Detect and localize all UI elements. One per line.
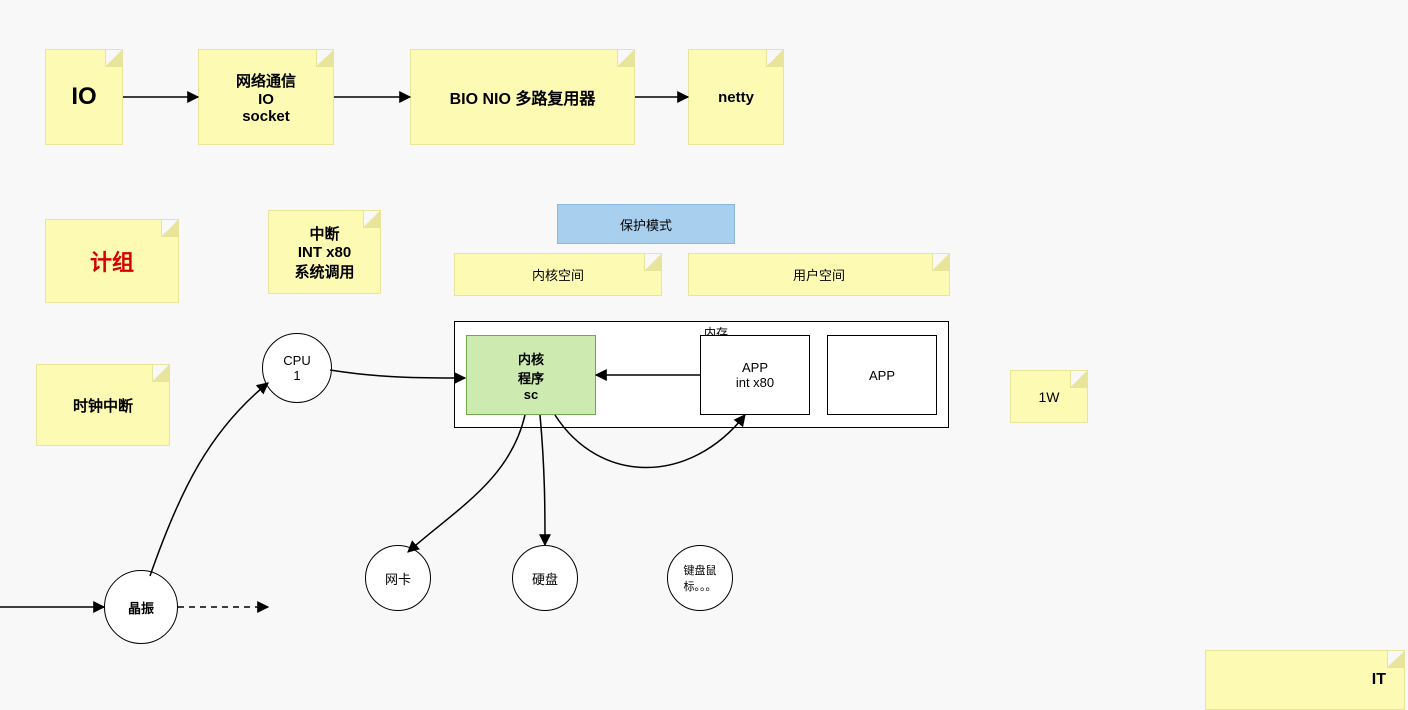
note-bio-nio: BIO NIO 多路复用器: [410, 49, 635, 145]
box-app: APP: [827, 335, 937, 415]
circle-disk: 硬盘: [512, 545, 578, 611]
note-netty: netty: [688, 49, 784, 145]
box-app-int: APP int x80: [700, 335, 810, 415]
box-kernel: 内核 程序 sc: [466, 335, 596, 415]
circle-cpu: CPU 1: [262, 333, 332, 403]
circle-keyboard: 键盘鼠标。。。: [667, 545, 733, 611]
circle-crystal: 晶振: [104, 570, 178, 644]
note-jizu: 计组: [45, 219, 179, 303]
box-protect-mode: 保护模式: [557, 204, 735, 244]
note-net-io: 网络通信 IO socket: [198, 49, 334, 145]
note-kernel-space: 内核空间: [454, 253, 662, 296]
circle-nic: 网卡: [365, 545, 431, 611]
note-interrupt: 中断 INT x80 系统调用: [268, 210, 381, 294]
note-user-space: 用户空间: [688, 253, 950, 296]
note-clock-interrupt: 时钟中断: [36, 364, 170, 446]
note-corner: IT: [1205, 650, 1405, 710]
note-1w: 1W: [1010, 370, 1088, 423]
note-io: IO: [45, 49, 123, 145]
